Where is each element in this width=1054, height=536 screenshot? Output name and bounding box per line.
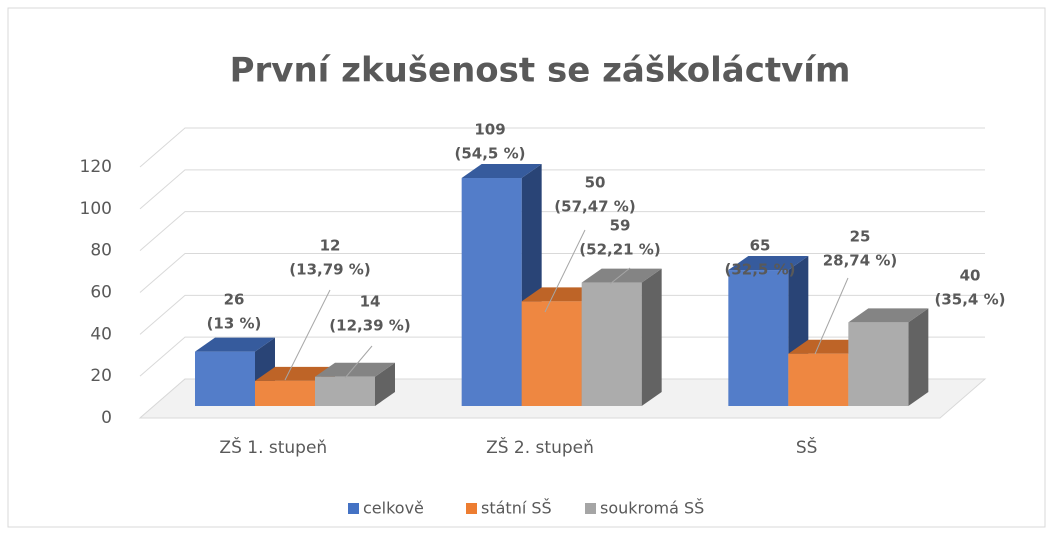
bar bbox=[195, 351, 255, 406]
bar-side bbox=[908, 308, 929, 406]
y-tick-label: 120 bbox=[80, 157, 112, 177]
bar-top bbox=[848, 308, 929, 323]
legend-label: celkově bbox=[363, 499, 424, 518]
data-label: 25 bbox=[850, 228, 871, 246]
bar-top bbox=[728, 256, 809, 271]
data-label: 12 bbox=[320, 237, 341, 255]
data-label: 40 bbox=[960, 267, 981, 285]
leader-line bbox=[344, 345, 373, 379]
bar-top bbox=[581, 268, 662, 283]
leader-line bbox=[544, 229, 586, 313]
data-label: (35,4 %) bbox=[935, 291, 1006, 309]
bar-top bbox=[315, 362, 395, 377]
grid-line bbox=[139, 336, 985, 377]
bar bbox=[521, 301, 582, 406]
bar bbox=[788, 353, 849, 406]
data-label: 109 bbox=[474, 121, 505, 139]
bar bbox=[255, 380, 315, 406]
x-tick-label: ZŠ 2. stupeň bbox=[486, 436, 594, 458]
grid-line bbox=[139, 294, 985, 335]
grid-line bbox=[139, 127, 985, 168]
data-label: (12,39 %) bbox=[329, 317, 410, 335]
bar bbox=[848, 322, 909, 406]
x-tick-label: SŠ bbox=[796, 436, 818, 458]
bar bbox=[461, 178, 522, 406]
grid-line bbox=[139, 169, 985, 210]
x-tick-label: ZŠ 1. stupeň bbox=[219, 436, 327, 458]
leader-line bbox=[814, 277, 849, 355]
y-tick-label: 80 bbox=[90, 241, 112, 261]
legend-swatch bbox=[585, 503, 596, 514]
bar-side bbox=[641, 268, 662, 406]
data-label: 59 bbox=[610, 217, 631, 235]
y-tick-label: 0 bbox=[101, 408, 112, 428]
leader-line bbox=[284, 289, 331, 381]
bar bbox=[581, 282, 642, 406]
legend-swatch bbox=[466, 503, 477, 514]
data-label: (57,47 %) bbox=[554, 198, 635, 216]
data-label: 65 bbox=[750, 237, 771, 255]
bar bbox=[315, 376, 375, 406]
data-label: (54,5 %) bbox=[455, 145, 526, 163]
legend-swatch bbox=[348, 503, 359, 514]
bar-top bbox=[195, 337, 275, 352]
y-tick-label: 60 bbox=[90, 283, 112, 303]
bar bbox=[728, 270, 789, 406]
data-label: (13 %) bbox=[207, 315, 262, 333]
y-tick-label: 40 bbox=[90, 324, 112, 344]
leader-line bbox=[609, 267, 631, 285]
data-label: 26 bbox=[224, 291, 245, 309]
data-label: 50 bbox=[585, 174, 606, 192]
grid-line bbox=[139, 211, 985, 252]
chart-title: První zkušenost se záškoláctvím bbox=[230, 51, 851, 91]
data-label: (13,79 %) bbox=[289, 261, 370, 279]
legend-label: státní SŠ bbox=[481, 499, 552, 518]
y-tick-label: 20 bbox=[90, 366, 112, 386]
legend-label: soukromá SŠ bbox=[600, 499, 704, 518]
data-label: (32,5 %) bbox=[725, 261, 796, 279]
data-label: 28,74 %) bbox=[823, 252, 898, 270]
grid-line bbox=[139, 253, 985, 293]
bar-top bbox=[461, 164, 542, 179]
bar-side bbox=[375, 362, 395, 406]
y-tick-label: 100 bbox=[80, 199, 112, 219]
data-label: (52,21 %) bbox=[579, 241, 660, 259]
data-label: 14 bbox=[360, 293, 381, 311]
